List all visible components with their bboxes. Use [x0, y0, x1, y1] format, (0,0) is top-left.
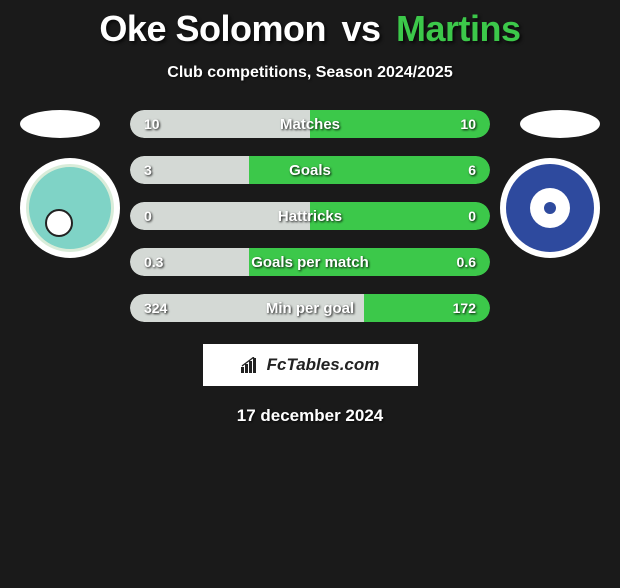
- stat-value-right: 6: [468, 162, 476, 178]
- stat-value-right: 0.6: [457, 254, 476, 270]
- stat-label: Matches: [280, 116, 340, 133]
- stat-label: Goals per match: [251, 254, 369, 271]
- subtitle: Club competitions, Season 2024/2025: [0, 64, 620, 82]
- stat-value-left: 324: [144, 300, 167, 316]
- comparison-title: Oke Solomon vs Martins: [0, 8, 620, 50]
- stat-row: 324 Min per goal 172: [130, 294, 490, 322]
- stat-label: Min per goal: [266, 300, 354, 317]
- vs-label: vs: [341, 8, 380, 49]
- player2-silhouette: [520, 110, 600, 138]
- player1-name: Oke Solomon: [99, 8, 326, 49]
- player2-club-badge: [500, 158, 600, 258]
- footer-date: 17 december 2024: [0, 406, 620, 426]
- stat-row: 0 Hattricks 0: [130, 202, 490, 230]
- stat-value-right: 0: [468, 208, 476, 224]
- badge-right-inner: [506, 164, 594, 252]
- stat-row: 0.3 Goals per match 0.6: [130, 248, 490, 276]
- stat-row: 10 Matches 10: [130, 110, 490, 138]
- stats-list: 10 Matches 10 3 Goals 6 0 Hattricks 0 0.…: [130, 110, 490, 322]
- stat-bar-right: [249, 156, 490, 184]
- player1-club-badge: [20, 158, 120, 258]
- comparison-area: 10 Matches 10 3 Goals 6 0 Hattricks 0 0.…: [0, 110, 620, 426]
- bar-chart-icon: [241, 357, 261, 373]
- stat-label: Hattricks: [278, 208, 342, 225]
- stat-value-left: 0: [144, 208, 152, 224]
- stat-value-right: 172: [453, 300, 476, 316]
- badge-left-inner: [26, 164, 114, 252]
- player1-silhouette: [20, 110, 100, 138]
- stat-label: Goals: [289, 162, 331, 179]
- stat-row: 3 Goals 6: [130, 156, 490, 184]
- stat-value-left: 3: [144, 162, 152, 178]
- soccer-ball-icon: [530, 188, 570, 228]
- brand-text: FcTables.com: [267, 355, 380, 375]
- stat-value-left: 10: [144, 116, 160, 132]
- stat-value-right: 10: [460, 116, 476, 132]
- stat-value-left: 0.3: [144, 254, 163, 270]
- brand-watermark: FcTables.com: [203, 344, 418, 386]
- soccer-ball-icon: [45, 209, 73, 237]
- player2-name: Martins: [396, 8, 521, 49]
